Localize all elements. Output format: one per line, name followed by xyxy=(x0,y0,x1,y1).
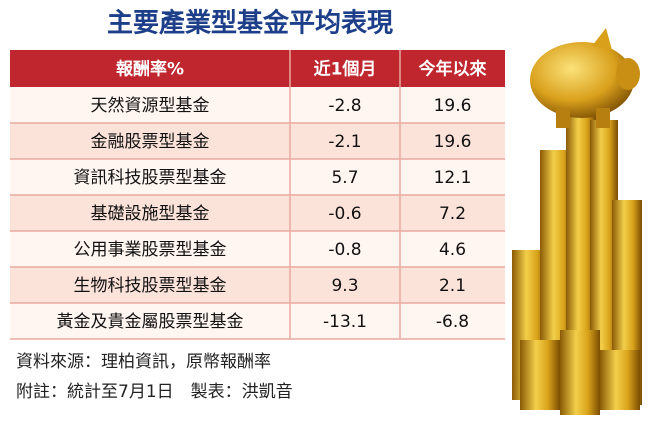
title: 主要產業型基金平均表現 xyxy=(107,8,393,39)
footnote: 附註：統計至7月1日 製表：洪凱音 xyxy=(16,382,293,402)
coin-stack xyxy=(520,340,560,410)
pig-ear xyxy=(592,28,612,50)
source-note: 資料來源：理柏資訊，原幣報酬率 xyxy=(16,352,271,372)
coin-stack xyxy=(600,350,640,410)
pig-leg xyxy=(596,108,610,128)
fund-name: 黃金及貴金屬股票型基金 xyxy=(57,312,244,332)
pig-body xyxy=(530,42,634,118)
value-cell: 19.6 xyxy=(434,132,472,152)
value-cell: 9.3 xyxy=(331,276,358,296)
pig-leg xyxy=(556,108,570,128)
table-row xyxy=(10,87,505,123)
value-cell: -2.1 xyxy=(328,132,361,152)
coin-stacks xyxy=(512,110,642,415)
fund-name: 金融股票型基金 xyxy=(91,132,210,152)
value-cell: -0.6 xyxy=(328,204,361,224)
header-cell: 報酬率% xyxy=(116,59,184,80)
header-cell: 近1個月 xyxy=(314,59,377,80)
fund-name: 資訊科技股票型基金 xyxy=(74,168,227,188)
header-cell: 今年以來 xyxy=(419,59,487,80)
value-cell: 7.2 xyxy=(439,204,466,224)
coin-stack xyxy=(560,330,600,415)
value-cell: -13.1 xyxy=(323,312,367,332)
value-cell: 12.1 xyxy=(434,168,472,188)
table-row xyxy=(10,267,505,303)
fund-name: 生物科技股票型基金 xyxy=(74,276,227,296)
fund-name: 基礎設施型基金 xyxy=(91,204,210,224)
fund-name: 公用事業股票型基金 xyxy=(74,240,227,260)
value-cell: -0.8 xyxy=(328,240,361,260)
piggy-bank xyxy=(530,28,640,128)
value-cell: 19.6 xyxy=(434,96,472,116)
table-row xyxy=(10,123,505,159)
table-row xyxy=(10,195,505,231)
table-row xyxy=(10,231,505,267)
value-cell: 4.6 xyxy=(439,240,466,260)
value-cell: -2.8 xyxy=(328,96,361,116)
header-row xyxy=(10,50,505,87)
table-row xyxy=(10,303,505,339)
pig-snout xyxy=(616,58,640,90)
table-row xyxy=(10,159,505,195)
value-cell: 2.1 xyxy=(439,276,466,296)
value-cell: -6.8 xyxy=(436,312,469,332)
fund-name: 天然資源型基金 xyxy=(91,96,210,116)
value-cell: 5.7 xyxy=(331,168,358,188)
